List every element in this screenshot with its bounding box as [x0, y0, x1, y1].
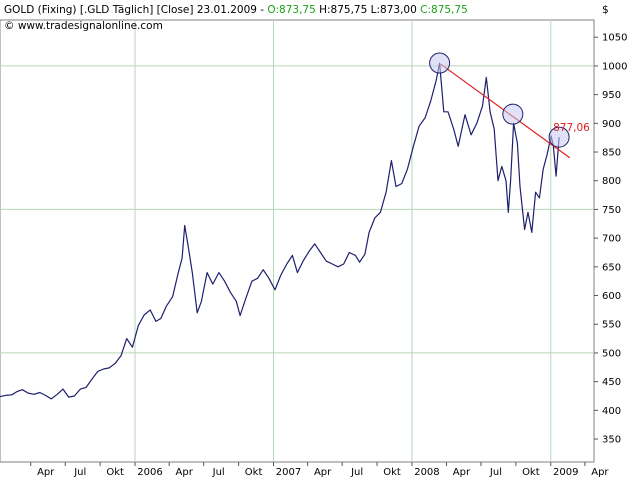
x-tick-label: 2007 [276, 467, 301, 478]
x-tick-label: Apr [453, 467, 471, 478]
header-low: L:873,00 [371, 4, 417, 16]
y-tick-label: 950 [602, 90, 621, 101]
watermark: © www.tradesignalonline.com [4, 20, 163, 32]
x-tick-label: Jul [350, 467, 363, 478]
plot-frame [0, 19, 595, 463]
y-tick-label: 500 [602, 348, 621, 359]
touch-point-marker [502, 103, 524, 125]
header-symbol: GOLD (Fixing) [.GLD Täglich] [Close] [4, 4, 193, 16]
x-tick-label: Okt [245, 467, 263, 478]
touch-point-marker [548, 126, 570, 148]
header-date: 23.01.2009 [197, 4, 257, 16]
x-tick-label: Apr [37, 467, 55, 478]
header-close: C:875,75 [420, 4, 468, 16]
y-tick-label: 1050 [602, 33, 627, 44]
y-tick-label: 550 [602, 320, 621, 331]
x-tick-label: 2008 [414, 467, 439, 478]
x-tick-label: Jul [489, 467, 502, 478]
y-tick-label: 750 [602, 205, 621, 216]
x-tick-label: Okt [522, 467, 540, 478]
y-tick-label: 350 [602, 435, 621, 446]
x-tick-label: 2009 [553, 467, 578, 478]
header-dash: - [257, 4, 267, 16]
y-tick-label: 900 [602, 119, 621, 130]
header-high: H:875,75 [319, 4, 367, 16]
y-tick-label: 850 [602, 148, 621, 159]
y-tick-label: 800 [602, 176, 621, 187]
touch-point-marker [429, 52, 451, 74]
grid-layer [0, 20, 594, 462]
price-series-line [0, 62, 560, 400]
header-open: O:873,75 [267, 4, 315, 16]
last-value-label: 877,06 [553, 122, 590, 134]
y-tick-label: 650 [602, 262, 621, 273]
x-tick-label: Okt [106, 467, 124, 478]
x-tick-label: Jul [73, 467, 86, 478]
x-tick-label: Jul [212, 467, 225, 478]
currency-label: $ [602, 4, 609, 16]
y-tick-label: 600 [602, 291, 621, 302]
x-tick-label: 2006 [137, 467, 162, 478]
y-tick-label: 700 [602, 234, 621, 245]
series-layer [0, 62, 560, 400]
y-tick-label: 450 [602, 377, 621, 388]
overlay-layer: 877,06 [429, 52, 590, 159]
x-tick-label: Apr [591, 467, 609, 478]
y-tick-label: 400 [602, 406, 621, 417]
y-tick-label: 1000 [602, 61, 627, 72]
x-tick-label: Okt [383, 467, 401, 478]
x-tick-label: Apr [314, 467, 332, 478]
chart-header: GOLD (Fixing) [.GLD Täglich] [Close] 23.… [4, 4, 468, 16]
x-axis: Apr Jul Okt 2006 Apr Jul Okt 2007 Apr Jul Okt 2008 A… [30, 462, 609, 478]
x-tick-label: Apr [176, 467, 194, 478]
y-axis: 350 400 450 500 550 600 650 700 750 800 850 900 950 1… [594, 33, 627, 446]
